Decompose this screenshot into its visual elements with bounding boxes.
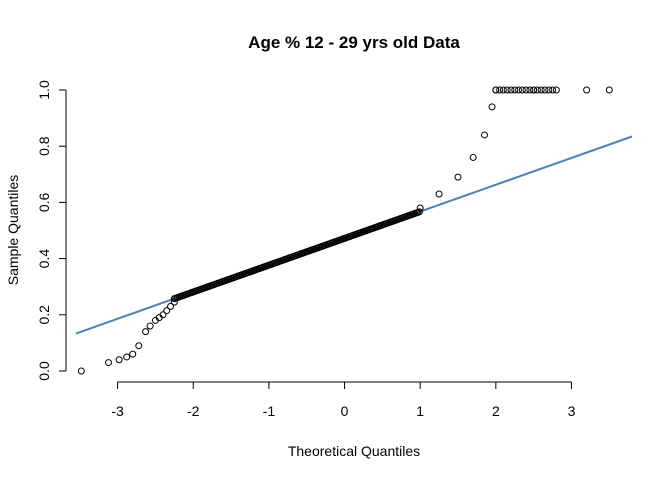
qq-point — [129, 350, 137, 358]
x-tick-label: 3 — [568, 403, 576, 419]
qq-point — [507, 86, 515, 94]
qq-point — [552, 86, 560, 94]
y-tick-label: 0.0 — [36, 361, 52, 381]
y-tick-label: 0.8 — [36, 136, 52, 156]
y-tick-label: 0.4 — [36, 249, 52, 269]
qq-point — [545, 86, 553, 94]
qq-point — [496, 86, 504, 94]
qq-point — [142, 328, 150, 336]
x-tick-label: 2 — [492, 403, 500, 419]
qq-point — [583, 86, 591, 94]
axes: -3 -2 -1 0 1 2 3 0.0 0.2 0.4 0.6 0.8 1.0 — [36, 80, 576, 419]
qq-point — [115, 356, 123, 364]
qq-point — [511, 86, 519, 94]
qq-point — [105, 359, 113, 367]
x-axis-label: Theoretical Quantiles — [288, 443, 420, 459]
qq-point — [488, 103, 496, 111]
qq-point — [135, 342, 143, 350]
qq-point — [454, 173, 462, 181]
qq-point — [77, 367, 85, 375]
qq-point — [492, 86, 500, 94]
y-tick-label: 0.2 — [36, 305, 52, 325]
qq-point — [159, 311, 167, 319]
x-tick-label: 1 — [416, 403, 424, 419]
qq-point — [541, 86, 549, 94]
x-tick-label: -1 — [263, 403, 276, 419]
qq-point — [415, 208, 423, 216]
qq-point — [537, 86, 545, 94]
qq-point — [480, 131, 488, 139]
sample-points — [77, 86, 613, 375]
qq-point — [123, 353, 131, 361]
y-tick-label: 0.6 — [36, 192, 52, 212]
qq-point — [503, 86, 511, 94]
chart-title: Age % 12 - 29 yrs old Data — [248, 33, 460, 52]
qq-point — [518, 86, 526, 94]
qq-point — [605, 86, 613, 94]
x-tick-label: 0 — [341, 403, 349, 419]
qq-point — [530, 86, 538, 94]
x-tick-label: -2 — [187, 403, 200, 419]
y-tick-label: 1.0 — [36, 80, 52, 100]
x-tick-label: -3 — [111, 403, 124, 419]
qq-point — [167, 302, 175, 310]
y-axis-label: Sample Quantiles — [5, 175, 21, 286]
qq-point — [469, 153, 477, 161]
qq-point — [549, 86, 557, 94]
qq-point — [146, 322, 154, 330]
qq-point — [515, 86, 523, 94]
qq-point — [522, 86, 530, 94]
qq-point — [499, 86, 507, 94]
qq-point — [533, 86, 541, 94]
qq-point — [163, 307, 171, 315]
qq-point — [526, 86, 534, 94]
qq-point — [435, 190, 443, 198]
